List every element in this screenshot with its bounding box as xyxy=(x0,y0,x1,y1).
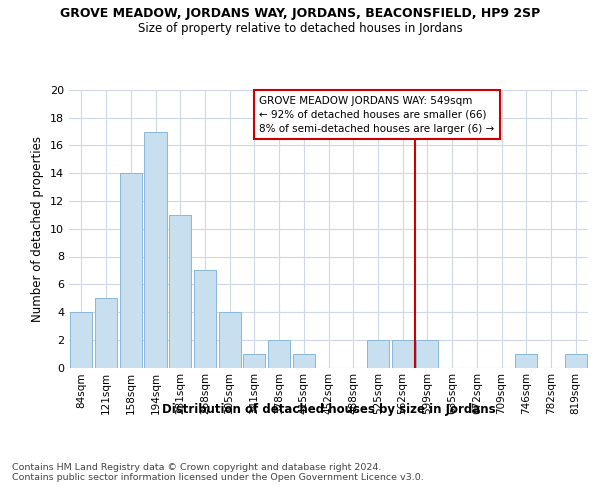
Bar xyxy=(293,354,315,368)
Bar xyxy=(367,340,389,367)
Bar xyxy=(515,354,538,368)
Text: GROVE MEADOW, JORDANS WAY, JORDANS, BEACONSFIELD, HP9 2SP: GROVE MEADOW, JORDANS WAY, JORDANS, BEAC… xyxy=(60,8,540,20)
Bar xyxy=(243,354,265,368)
Bar xyxy=(268,340,290,367)
Text: Size of property relative to detached houses in Jordans: Size of property relative to detached ho… xyxy=(137,22,463,35)
Bar xyxy=(169,215,191,368)
Bar xyxy=(194,270,216,368)
Bar xyxy=(119,173,142,368)
Bar xyxy=(70,312,92,368)
Bar xyxy=(565,354,587,368)
Y-axis label: Number of detached properties: Number of detached properties xyxy=(31,136,44,322)
Text: Distribution of detached houses by size in Jordans: Distribution of detached houses by size … xyxy=(162,402,496,415)
Text: Contains HM Land Registry data © Crown copyright and database right 2024.
Contai: Contains HM Land Registry data © Crown c… xyxy=(12,462,424,482)
Bar xyxy=(95,298,117,368)
Bar xyxy=(416,340,439,367)
Bar xyxy=(218,312,241,368)
Bar xyxy=(392,340,414,367)
Bar xyxy=(145,132,167,368)
Text: GROVE MEADOW JORDANS WAY: 549sqm
← 92% of detached houses are smaller (66)
8% of: GROVE MEADOW JORDANS WAY: 549sqm ← 92% o… xyxy=(259,96,494,134)
